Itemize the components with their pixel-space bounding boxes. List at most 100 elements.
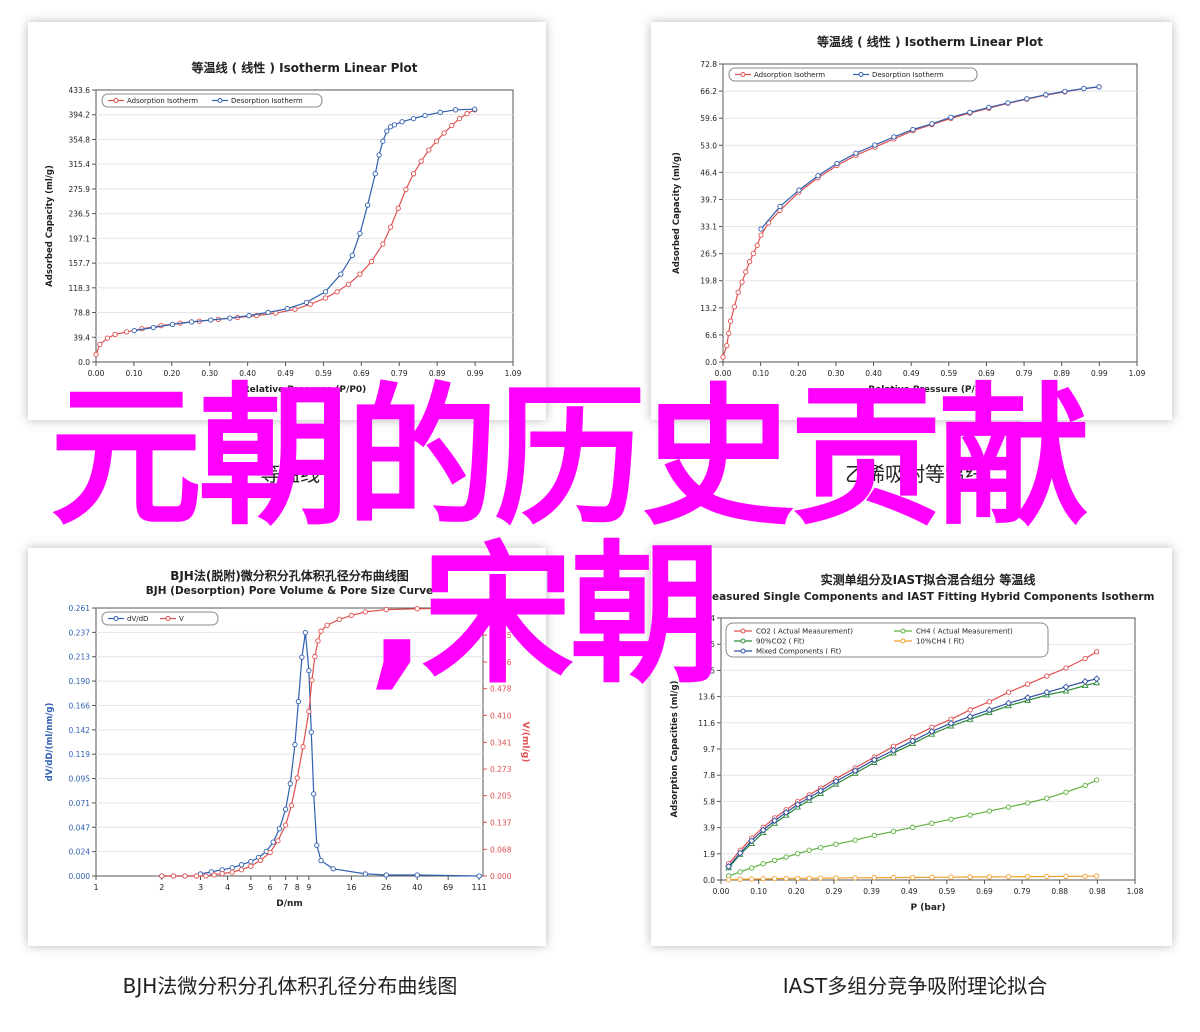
data-point <box>760 876 766 882</box>
data-point <box>311 791 317 797</box>
data-point <box>795 851 801 857</box>
chart-card-isotherm-right: 等温线 ( 线性 ) Isotherm Linear Plot 0.00 0.10 0… <box>651 22 1172 420</box>
data-point <box>410 115 417 122</box>
y-tick-label: 66.2 <box>700 87 717 96</box>
data-point <box>910 126 916 133</box>
data-point <box>1043 688 1051 696</box>
x-tick-label: 4 <box>225 883 230 892</box>
data-point <box>449 122 455 129</box>
x-tick-label: 9 <box>306 883 311 892</box>
data-point <box>306 667 312 674</box>
x-tick-label: 6 <box>268 883 273 892</box>
y2-tick-label: 0.341 <box>490 738 512 747</box>
bjh-pore-size-chart: BJH法(脱附)微分积分孔体积孔径分布曲线图 BJH (Desorption) P… <box>45 568 530 909</box>
y-tick-label: 0.213 <box>69 653 91 662</box>
x-tick-label: 0.30 <box>828 369 845 378</box>
legend-marker <box>858 72 864 77</box>
series-1 <box>726 777 1100 879</box>
data-point <box>758 226 764 232</box>
y2-tick-label: 0.546 <box>490 658 512 667</box>
y-tick-label: 7.8 <box>703 771 715 780</box>
y-tick-label: 0.000 <box>69 872 91 881</box>
data-point <box>368 258 375 265</box>
data-point <box>476 605 482 611</box>
data-point <box>159 873 165 879</box>
x-tick-label: 0.39 <box>863 887 880 896</box>
data-point <box>1081 678 1089 685</box>
data-point <box>248 858 254 865</box>
x-tick-label: 111 <box>471 883 486 892</box>
legend-label: 90%CO2 ( Fit) <box>756 638 805 646</box>
data-point <box>441 130 447 136</box>
x-tick-label: 26 <box>381 883 391 892</box>
data-point <box>229 869 235 875</box>
x-axis-label: D/nm <box>276 899 303 909</box>
y-tick-label: 0.0 <box>78 358 90 367</box>
data-point <box>986 874 992 880</box>
x-tick-label: 7 <box>283 883 288 892</box>
x-tick-label: 0.00 <box>713 887 730 896</box>
data-point <box>985 706 993 714</box>
y-tick-label: 11.6 <box>698 719 715 728</box>
data-point <box>986 104 992 111</box>
data-point <box>910 874 916 881</box>
isotherm-linear-plot-left: 等温线 ( 线性 ) Isotherm Linear Plot 0.00 0.10 0… <box>45 60 522 395</box>
x-tick-label: 0.40 <box>865 369 882 378</box>
data-point <box>1005 874 1012 880</box>
data-point <box>299 654 305 660</box>
data-point <box>309 677 315 683</box>
y-tick-label: 0.095 <box>69 775 91 784</box>
data-point <box>909 737 917 745</box>
data-point <box>314 842 320 848</box>
x-tick-label: 0.20 <box>790 369 807 378</box>
data-point <box>300 744 306 750</box>
data-point <box>276 826 283 832</box>
y-tick-label: 0.142 <box>69 726 91 735</box>
data-point <box>1024 96 1030 102</box>
x-tick-label: 1.08 <box>1127 887 1144 896</box>
data-point <box>464 110 470 117</box>
x-tick-label: 0.69 <box>976 887 993 896</box>
data-point <box>410 171 417 177</box>
data-point <box>833 875 839 881</box>
data-point <box>1005 699 1012 707</box>
x-tick-label: 0.99 <box>1091 369 1108 378</box>
data-point <box>1025 873 1031 880</box>
series-4 <box>725 675 1101 870</box>
data-point <box>948 874 954 880</box>
y-tick-label: 0.0 <box>703 876 715 885</box>
data-point <box>208 317 214 323</box>
y-tick-label: 19.4 <box>698 614 715 623</box>
y-tick-label: 15.5 <box>698 666 715 675</box>
data-point <box>1063 665 1069 671</box>
x-tick-label: 0.49 <box>903 369 920 378</box>
y-tick-label: 3.9 <box>703 824 715 833</box>
y-tick-label: 5.8 <box>703 797 715 806</box>
legend-label: Adsorption Isotherm <box>127 97 198 105</box>
data-point <box>324 622 330 628</box>
data-point <box>966 713 974 721</box>
legend-marker <box>900 638 906 644</box>
y-tick-label: 394.2 <box>69 111 91 120</box>
y-tick-label: 1.9 <box>703 850 715 859</box>
y-axis-label: dV/dD/(ml/nm/g) <box>45 703 55 782</box>
data-point <box>357 230 363 237</box>
data-point <box>1094 649 1100 655</box>
data-point <box>1094 873 1100 879</box>
data-point <box>725 863 733 870</box>
data-point <box>871 832 877 839</box>
y-axis-label: Adsorbed Capacity (ml/g) <box>672 152 682 274</box>
data-point <box>282 806 289 812</box>
data-point <box>967 109 973 115</box>
x-tick-label: 8 <box>295 883 300 892</box>
x-tick-label: 0.88 <box>1051 887 1068 896</box>
data-point <box>834 160 840 167</box>
data-point <box>852 875 858 881</box>
data-point <box>303 299 310 306</box>
y-tick-label: 118.3 <box>69 284 91 293</box>
x-tick-label: 0.49 <box>901 887 918 896</box>
data-point <box>391 122 398 128</box>
legend: CO2 ( Actual Measurement) CH4 ( Actual Me… <box>725 622 1049 658</box>
data-point <box>257 857 264 863</box>
data-point <box>1063 789 1069 795</box>
